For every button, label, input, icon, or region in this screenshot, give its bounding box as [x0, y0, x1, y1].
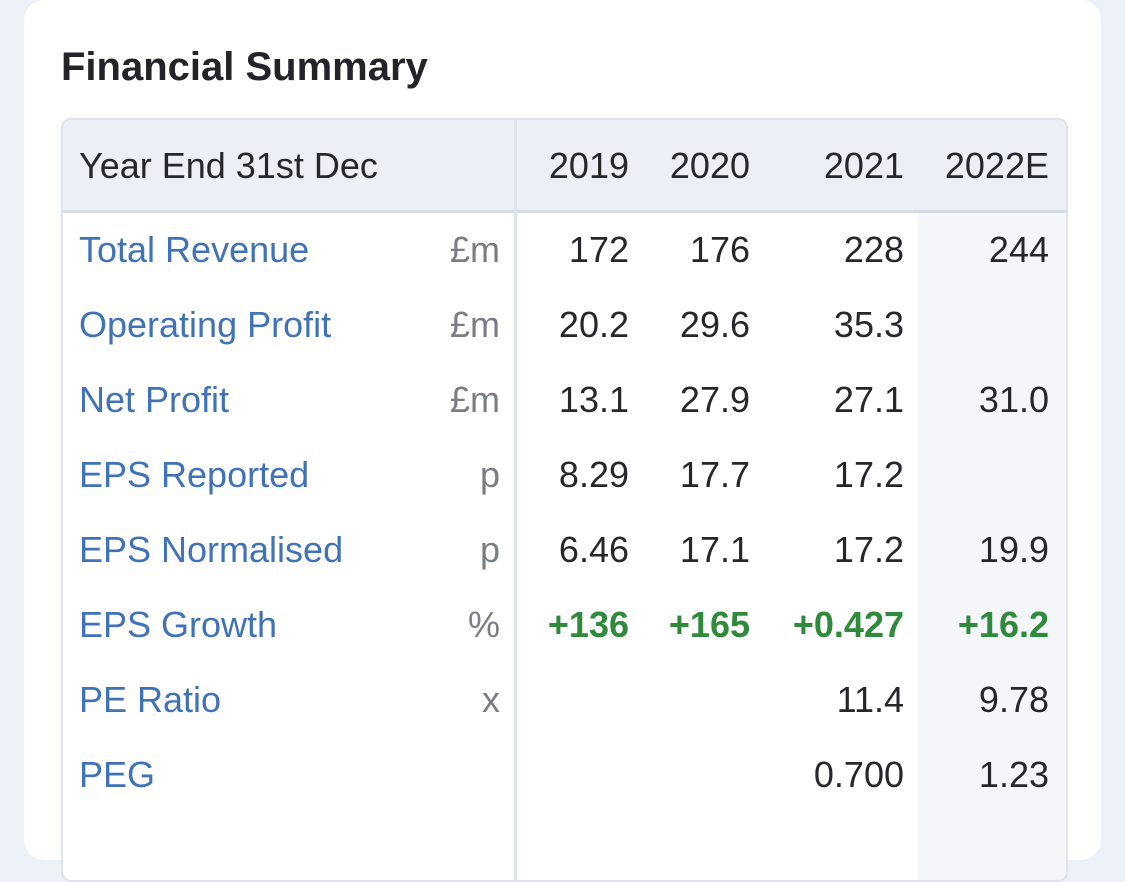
cell-value: 228 — [843, 229, 904, 270]
cell-value: 31.0 — [978, 379, 1049, 420]
cell-value-positive: +136 — [547, 604, 629, 645]
cell-value: 13.1 — [558, 379, 629, 420]
cell-value: 17.7 — [679, 454, 750, 495]
header-year-2022e: 2022E — [944, 145, 1049, 186]
row-unit: % — [467, 604, 500, 645]
cell-value: 27.1 — [833, 379, 904, 420]
cell-value: 176 — [689, 229, 750, 270]
header-year-2019: 2019 — [548, 145, 629, 186]
cell-value: 27.9 — [679, 379, 750, 420]
cell-value: 9.78 — [978, 679, 1049, 720]
header-year-2020: 2020 — [669, 145, 750, 186]
cell-value: 29.6 — [679, 304, 750, 345]
cell-value: 0.700 — [813, 754, 904, 795]
row-unit: x — [482, 679, 500, 720]
header-year-2021: 2021 — [823, 145, 904, 186]
row-label-total-revenue[interactable]: Total Revenue — [79, 229, 310, 270]
cell-value: 17.1 — [679, 529, 750, 570]
cell-value: 172 — [568, 229, 629, 270]
cell-value-positive: +16.2 — [957, 604, 1049, 645]
card-title: Financial Summary — [61, 45, 428, 89]
cell-value: 17.2 — [833, 529, 904, 570]
table-header-row — [63, 120, 1066, 213]
row-label-operating-profit[interactable]: Operating Profit — [79, 304, 332, 345]
cell-value: 8.29 — [558, 454, 629, 495]
row-unit: p — [479, 529, 500, 570]
row-label-eps-reported[interactable]: EPS Reported — [79, 454, 310, 495]
row-label-eps-growth[interactable]: EPS Growth — [79, 604, 278, 645]
financial-summary-table: Year End 31st Dec 2019 2020 2021 2022E T… — [61, 118, 1068, 882]
cell-value: 1.23 — [978, 754, 1049, 795]
cell-value: 244 — [988, 229, 1049, 270]
cell-value: 17.2 — [833, 454, 904, 495]
row-label-eps-normalised[interactable]: EPS Normalised — [79, 529, 344, 570]
row-unit: £m — [449, 379, 500, 420]
cell-value: 35.3 — [833, 304, 904, 345]
cell-value: 6.46 — [558, 529, 629, 570]
cell-value-positive: +0.427 — [792, 604, 904, 645]
row-label-peg[interactable]: PEG — [79, 754, 156, 795]
row-label-pe-ratio[interactable]: PE Ratio — [79, 679, 222, 720]
row-unit: p — [479, 454, 500, 495]
cell-value: 19.9 — [978, 529, 1049, 570]
cell-value-positive: +165 — [668, 604, 750, 645]
column-divider — [514, 120, 517, 880]
estimate-column-shading — [918, 213, 1066, 880]
row-unit: £m — [449, 304, 500, 345]
row-label-net-profit[interactable]: Net Profit — [79, 379, 230, 420]
header-year-end-label: Year End 31st Dec — [79, 145, 378, 186]
financial-summary-card: Financial Summary Year End 31st Dec 2019… — [24, 0, 1101, 882]
cell-value: 20.2 — [558, 304, 629, 345]
row-unit: £m — [449, 229, 500, 270]
cell-value: 11.4 — [836, 679, 904, 720]
